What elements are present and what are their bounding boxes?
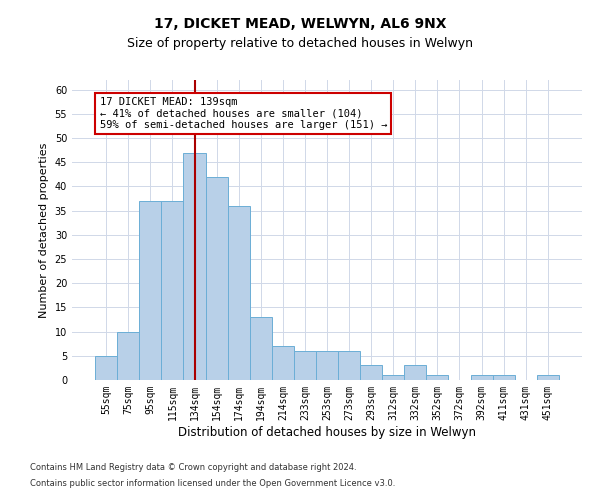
- Bar: [316, 351, 338, 380]
- Bar: [470, 375, 493, 380]
- Bar: [272, 346, 294, 380]
- Bar: [338, 351, 360, 380]
- Bar: [294, 351, 316, 380]
- Text: 17 DICKET MEAD: 139sqm
← 41% of detached houses are smaller (104)
59% of semi-de: 17 DICKET MEAD: 139sqm ← 41% of detached…: [100, 97, 387, 130]
- Bar: [95, 356, 117, 380]
- Bar: [360, 366, 382, 380]
- Bar: [184, 152, 206, 380]
- Y-axis label: Number of detached properties: Number of detached properties: [39, 142, 49, 318]
- Text: 17, DICKET MEAD, WELWYN, AL6 9NX: 17, DICKET MEAD, WELWYN, AL6 9NX: [154, 18, 446, 32]
- Text: Contains public sector information licensed under the Open Government Licence v3: Contains public sector information licen…: [30, 478, 395, 488]
- Bar: [250, 317, 272, 380]
- Text: Contains HM Land Registry data © Crown copyright and database right 2024.: Contains HM Land Registry data © Crown c…: [30, 464, 356, 472]
- Bar: [139, 201, 161, 380]
- Bar: [427, 375, 448, 380]
- Bar: [117, 332, 139, 380]
- Bar: [404, 366, 427, 380]
- Bar: [493, 375, 515, 380]
- Bar: [227, 206, 250, 380]
- Bar: [161, 201, 184, 380]
- Text: Size of property relative to detached houses in Welwyn: Size of property relative to detached ho…: [127, 38, 473, 51]
- Bar: [206, 177, 227, 380]
- Bar: [382, 375, 404, 380]
- Bar: [537, 375, 559, 380]
- X-axis label: Distribution of detached houses by size in Welwyn: Distribution of detached houses by size …: [178, 426, 476, 438]
